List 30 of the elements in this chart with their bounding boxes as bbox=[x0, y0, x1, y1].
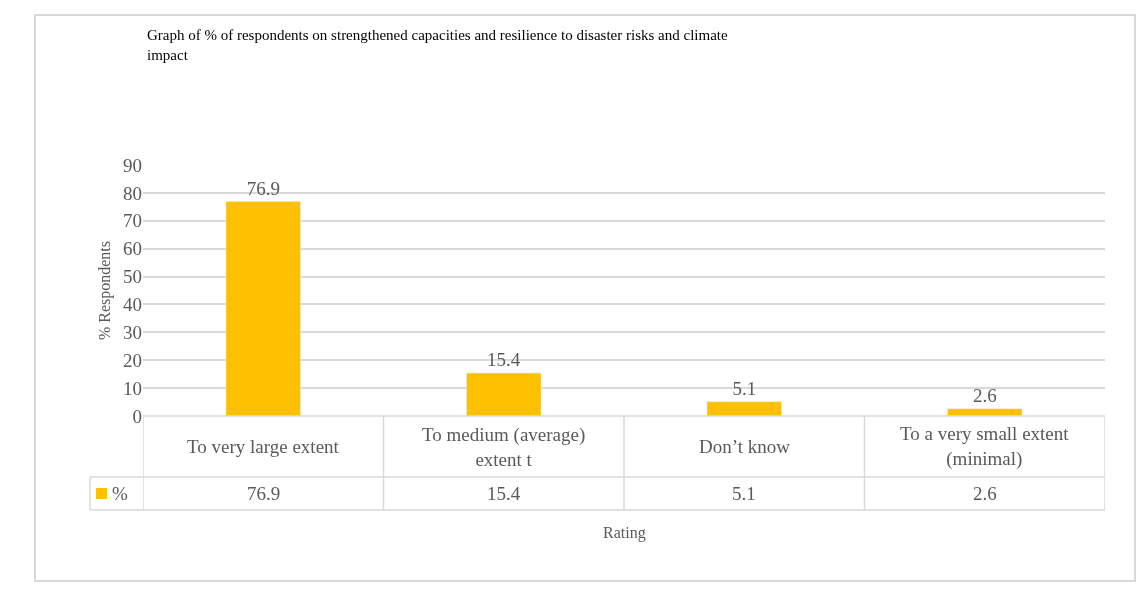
data-label: 2.6 bbox=[972, 384, 997, 406]
y-tick-label: 70 bbox=[123, 210, 142, 232]
y-tick-label: 80 bbox=[123, 182, 142, 204]
legend-label: % bbox=[112, 483, 128, 504]
data-label: 76.9 bbox=[246, 177, 280, 199]
y-tick-label: 30 bbox=[123, 321, 142, 343]
text: 15.4 bbox=[487, 483, 521, 504]
data-label: 5.1 bbox=[732, 377, 757, 399]
y-axis-title: % Respondents bbox=[95, 240, 114, 341]
bar bbox=[466, 372, 542, 416]
x-axis-title: Rating bbox=[603, 524, 646, 542]
y-tick-label: 90 bbox=[123, 154, 142, 176]
bar bbox=[706, 401, 782, 416]
y-tick-label: 20 bbox=[123, 349, 142, 371]
y-tick-label: 10 bbox=[123, 377, 142, 399]
bar bbox=[947, 408, 1023, 416]
text: 2.6 bbox=[973, 483, 997, 504]
chart-title: Graph of % of respondents on strengthened capacities and resilience to disaster risks and climate impact bbox=[147, 27, 728, 63]
x-tick-label: To a very small extent (minimal) bbox=[900, 423, 1070, 470]
x-tick-label: Don’t know bbox=[699, 436, 791, 457]
data-label: 15.4 bbox=[486, 349, 521, 371]
text: 5.1 bbox=[732, 483, 756, 504]
y-tick-label: 50 bbox=[123, 266, 142, 288]
y-tick-label: 40 bbox=[123, 294, 142, 316]
x-tick-label: To medium (average) extent t bbox=[422, 424, 586, 470]
x-tick-label: To very large extent bbox=[187, 436, 340, 457]
bar bbox=[225, 201, 301, 416]
y-tick-label: 0 bbox=[132, 405, 142, 427]
y-tick-label: 60 bbox=[123, 238, 142, 260]
text: 76.9 bbox=[247, 483, 281, 504]
